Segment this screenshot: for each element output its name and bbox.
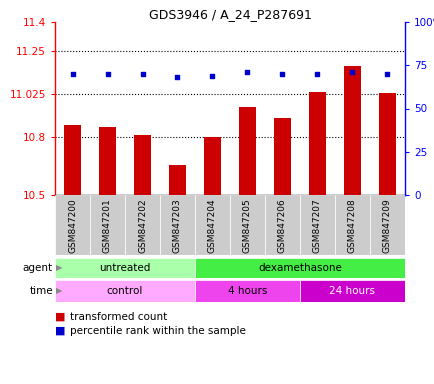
Text: percentile rank within the sample: percentile rank within the sample: [70, 326, 245, 336]
Text: control: control: [107, 286, 143, 296]
Point: [139, 71, 146, 77]
Bar: [343, 66, 360, 195]
Text: GSM847203: GSM847203: [173, 198, 181, 253]
Bar: [168, 165, 186, 195]
Text: GSM847204: GSM847204: [207, 198, 217, 253]
Point: [243, 69, 250, 75]
Bar: [299, 195, 334, 255]
Text: 4 hours: 4 hours: [227, 286, 266, 296]
Bar: [55, 258, 194, 278]
Bar: [55, 195, 90, 255]
Bar: [160, 195, 194, 255]
Text: time: time: [29, 286, 53, 296]
Bar: [334, 195, 369, 255]
Bar: [264, 195, 299, 255]
Text: GSM847202: GSM847202: [138, 198, 147, 253]
Text: ▶: ▶: [56, 263, 62, 273]
Text: transformed count: transformed count: [70, 312, 167, 322]
Bar: [64, 125, 81, 195]
Text: GSM847208: GSM847208: [347, 198, 356, 253]
Bar: [133, 136, 151, 195]
Text: GSM847206: GSM847206: [277, 198, 286, 253]
Bar: [299, 280, 404, 302]
Point: [69, 71, 76, 77]
Bar: [230, 195, 264, 255]
Point: [313, 71, 320, 77]
Bar: [99, 127, 116, 195]
Text: untreated: untreated: [99, 263, 150, 273]
Point: [174, 74, 181, 80]
Bar: [378, 93, 395, 195]
Text: GSM847201: GSM847201: [103, 198, 112, 253]
Bar: [55, 280, 194, 302]
Bar: [194, 258, 404, 278]
Bar: [125, 195, 160, 255]
Text: GSM847207: GSM847207: [312, 198, 321, 253]
Bar: [369, 195, 404, 255]
Point: [278, 71, 285, 77]
Text: ■: ■: [55, 312, 66, 322]
Text: ▶: ▶: [56, 286, 62, 296]
Text: agent: agent: [23, 263, 53, 273]
Text: ■: ■: [55, 326, 66, 336]
Title: GDS3946 / A_24_P287691: GDS3946 / A_24_P287691: [148, 8, 311, 21]
Point: [383, 71, 390, 77]
Bar: [238, 107, 256, 195]
Point: [348, 69, 355, 75]
Text: GSM847205: GSM847205: [243, 198, 251, 253]
Point: [209, 73, 216, 79]
Text: GSM847209: GSM847209: [382, 198, 391, 253]
Text: dexamethasone: dexamethasone: [257, 263, 341, 273]
Point: [104, 71, 111, 77]
Bar: [203, 137, 221, 195]
Bar: [194, 280, 299, 302]
Bar: [273, 118, 291, 195]
Bar: [308, 92, 326, 195]
Bar: [194, 195, 230, 255]
Text: GSM847200: GSM847200: [68, 198, 77, 253]
Bar: [90, 195, 125, 255]
Text: 24 hours: 24 hours: [329, 286, 375, 296]
